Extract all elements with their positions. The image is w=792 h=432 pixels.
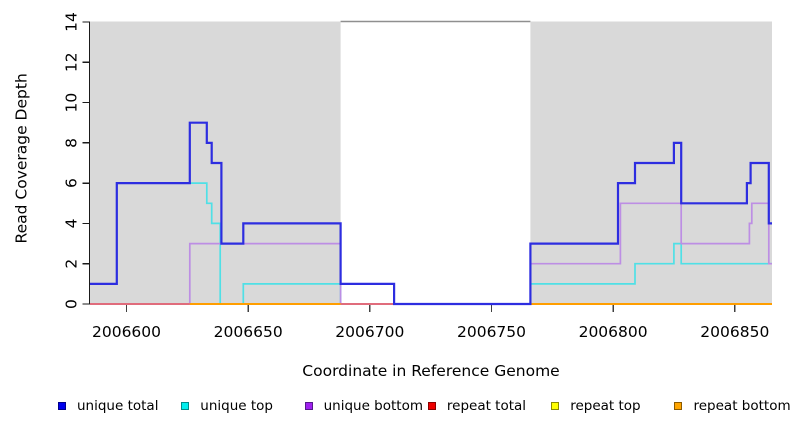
legend: unique total unique top unique bottom re… [58, 397, 792, 415]
legend-swatch-repeat-total [427, 402, 436, 410]
legend-swatch-unique-top [181, 402, 190, 410]
legend-label: repeat bottom [693, 398, 791, 414]
legend-label: unique top [200, 398, 274, 414]
legend-swatch-unique-bottom [304, 402, 313, 410]
legend-item-repeat-top: repeat top [551, 397, 674, 415]
series-unique-total [90, 121, 772, 306]
series-unique-bottom [90, 202, 772, 305]
y-tick-label: 2 [63, 259, 81, 269]
y-tick-label: 0 [63, 299, 81, 309]
legend-label: repeat total [446, 398, 527, 414]
y-tick-label: 10 [63, 93, 81, 113]
y-tick-label: 6 [63, 178, 81, 188]
legend-item-repeat-bottom: repeat bottom [674, 397, 792, 415]
legend-label: unique total [77, 398, 159, 414]
x-tick-label: 2006850 [700, 323, 769, 341]
series-unique-top [90, 182, 772, 305]
y-tick-label: 4 [63, 218, 81, 228]
legend-swatch-repeat-bottom [674, 402, 683, 410]
x-tick-label: 2006600 [92, 323, 161, 341]
y-axis-title: Read Coverage Depth [12, 73, 31, 244]
x-tick-label: 2006750 [457, 323, 526, 341]
legend-item-unique-bottom: unique bottom [304, 397, 428, 415]
legend-label: repeat top [570, 398, 641, 414]
x-tick-label: 2006800 [579, 323, 648, 341]
y-tick-label: 14 [63, 12, 81, 32]
legend-item-unique-top: unique top [181, 397, 304, 415]
legend-item-repeat-total: repeat total [427, 397, 551, 415]
x-tick-label: 2006700 [335, 323, 404, 341]
legend-swatch-repeat-top [551, 402, 560, 410]
legend-swatch-unique-total [58, 402, 66, 410]
x-axis-title: Coordinate in Reference Genome [302, 362, 560, 380]
x-tick-label: 2006650 [214, 323, 283, 341]
legend-item-unique-total: unique total [58, 397, 181, 415]
y-tick-label: 8 [63, 138, 81, 148]
y-tick-label: 12 [63, 52, 81, 72]
legend-label: unique bottom [323, 398, 424, 414]
